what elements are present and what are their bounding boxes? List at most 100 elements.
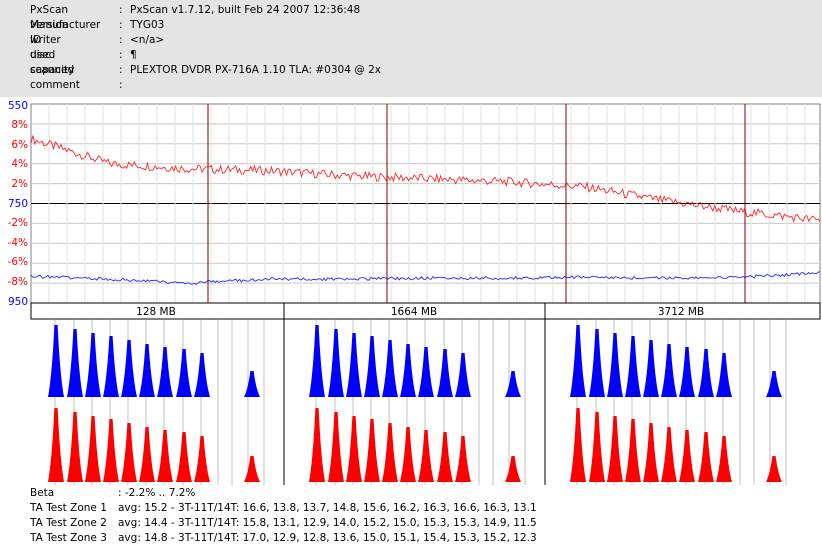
jitter-histogram-peak — [139, 344, 155, 397]
tick-label-red: -2% — [8, 217, 28, 229]
tick-label-red: -4% — [8, 237, 28, 249]
jitter-histogram-peak — [121, 340, 137, 397]
beta-histogram-peak — [157, 430, 173, 482]
jitter-histogram-peak — [309, 325, 325, 397]
beta-histogram-peak — [194, 436, 210, 482]
beta-jitter-graph: 550 8% 6% 4% 2% 750 -2% -4% -6% -8% 950 … — [0, 97, 822, 492]
beta-histogram-peak — [607, 416, 623, 482]
beta-histogram-peak — [85, 416, 101, 482]
jitter-histogram-peak — [455, 353, 471, 397]
jitter-histogram-peak — [67, 329, 83, 397]
beta-histogram-peak — [698, 432, 714, 482]
series-group — [30, 135, 821, 285]
jitter-histogram-peak — [103, 336, 119, 397]
result-label: Beta — [30, 487, 55, 499]
jitter-histogram-peak — [437, 349, 453, 397]
zone-label-3: 3712 MB — [658, 306, 704, 318]
jitter-histogram-peak — [382, 340, 398, 397]
jitter-histogram-peak — [346, 333, 362, 397]
info-label: scanned — [30, 64, 75, 76]
beta-histogram-peak-14t — [505, 456, 521, 482]
beta-histogram-peak — [625, 419, 641, 482]
info-value: PxScan v1.7.12, built Feb 24 2007 12:36:… — [130, 4, 361, 16]
results-footer: Beta : -2.2% .. 7.2% TA Test Zone 1 avg:… — [0, 486, 822, 551]
graph-canvas: 550 8% 6% 4% 2% 750 -2% -4% -6% -8% 950 … — [8, 100, 821, 485]
beta-histogram-peak — [176, 432, 192, 482]
info-colon: : — [119, 34, 123, 46]
info-value: <n/a> — [130, 34, 165, 46]
tick-label-blue: 550 — [8, 100, 28, 112]
jitter-histogram-peak — [85, 333, 101, 397]
info-colon: : — [119, 49, 123, 61]
beta-histogram-peak — [679, 430, 695, 482]
zone-label-1: 128 MB — [136, 306, 176, 318]
grid-lines — [30, 103, 821, 304]
jitter-histogram-peak — [716, 353, 732, 397]
tick-label-red: 4% — [11, 158, 28, 170]
jitter-histogram-peak — [48, 325, 64, 397]
jitter-histogram-peak — [589, 329, 605, 397]
result-label: TA Test Zone 1 — [30, 502, 107, 514]
jitter-histogram-peak-14t — [244, 371, 260, 397]
tick-label-red: 2% — [11, 178, 28, 190]
tick-label-red: 6% — [11, 139, 28, 151]
info-colon: : — [119, 64, 123, 76]
beta-histogram-peak — [364, 419, 380, 482]
beta-histogram-peak-14t — [244, 456, 260, 482]
beta-histogram-peak-14t — [766, 456, 782, 482]
jitter-histogram-peak — [364, 336, 380, 397]
result-value: avg: 14.4 - 3T-11T/14T: 15.8, 13.1, 12.9… — [118, 517, 537, 529]
info-colon: : — [119, 4, 123, 16]
beta-histogram-peak — [589, 412, 605, 482]
tick-label-blue: 750 — [8, 198, 28, 210]
beta-histogram-peak — [67, 412, 83, 482]
jitter-histogram-peak — [679, 347, 695, 397]
jitter-histogram-peak-14t — [505, 371, 521, 397]
info-label: Manufacturer ID — [30, 19, 101, 46]
info-colon: : — [119, 19, 123, 31]
info-label: writer used — [30, 34, 61, 61]
beta-histogram-peak — [121, 423, 137, 482]
jitter-histogram-peak — [194, 353, 210, 397]
info-value: PLEXTOR DVDR PX-716A 1.10 TLA: #0304 @ 2… — [130, 64, 381, 76]
beta-histogram-peak — [103, 419, 119, 482]
jitter-histogram-peak — [570, 325, 586, 397]
jitter-histogram-peak-14t — [766, 371, 782, 397]
info-label: disc capacity — [30, 49, 75, 76]
beta-histogram-peak — [570, 408, 586, 482]
tick-label-blue: 950 — [8, 296, 28, 308]
info-label: comment — [30, 79, 80, 91]
jitter-series-line — [30, 271, 821, 285]
jitter-histogram-peak — [176, 349, 192, 397]
beta-histogram-peak — [400, 427, 416, 482]
tick-label-red: -8% — [8, 276, 28, 288]
jitter-histogram-peak — [661, 344, 677, 397]
ta-zone-header: 128 MB 1664 MB 3712 MB — [136, 306, 704, 318]
tick-label-red: -6% — [8, 256, 28, 268]
jitter-histogram-peak — [328, 329, 344, 397]
jitter-histogram-peak — [607, 333, 623, 397]
axis-labels: 550 8% 6% 4% 2% 750 -2% -4% -6% -8% 950 — [8, 100, 28, 308]
beta-histogram-peak — [455, 436, 471, 482]
info-value: ¶ — [130, 49, 137, 61]
result-label: TA Test Zone 3 — [30, 532, 107, 544]
result-value: avg: 14.8 - 3T-11T/14T: 17.0, 12.9, 12.8… — [118, 532, 537, 544]
beta-histogram-peak — [309, 408, 325, 482]
beta-histogram-peak — [716, 436, 732, 482]
beta-histogram-peak — [382, 423, 398, 482]
jitter-histogram-peak — [643, 340, 659, 397]
beta-histogram-peak — [48, 408, 64, 482]
beta-histogram-peak — [437, 432, 453, 482]
info-value: TYG03 — [130, 19, 165, 31]
info-colon: : — [119, 79, 123, 91]
jitter-histogram-peak — [157, 347, 173, 397]
beta-histogram-peak — [643, 423, 659, 482]
jitter-histogram-peak — [418, 347, 434, 397]
result-value: : -2.2% .. 7.2% — [118, 487, 196, 499]
beta-histogram-peak — [346, 416, 362, 482]
result-value: avg: 15.2 - 3T-11T/14T: 16.6, 13.8, 13.7… — [118, 502, 537, 514]
jitter-histogram-peak — [400, 344, 416, 397]
beta-histogram-peak — [139, 427, 155, 482]
jitter-histogram-peak — [698, 349, 714, 397]
zone-label-2: 1664 MB — [391, 306, 437, 318]
